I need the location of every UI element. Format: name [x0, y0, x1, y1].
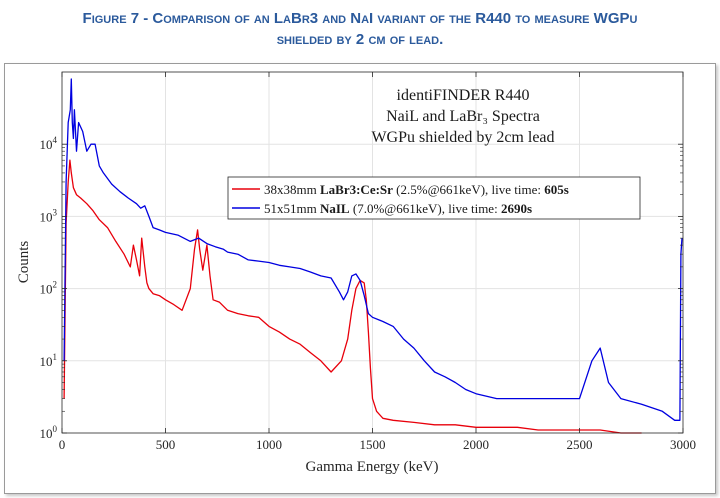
y-tick-label-3: 103	[40, 207, 58, 224]
chart-frame	[4, 63, 716, 494]
y-tick-label-4: 104	[40, 135, 58, 152]
legend-label-nai: 51x51mm NaIL (7.0%@661keV), live time: 2…	[264, 201, 532, 216]
x-tick-label-6: 3000	[670, 437, 696, 452]
legend-nai-size: 51x51mm	[264, 201, 320, 216]
y-tick-label-1: 101	[40, 352, 58, 369]
y-axis-label: Counts	[16, 241, 32, 284]
y-tick-base-2: 10	[40, 282, 53, 297]
series-layer	[63, 78, 683, 434]
grid-layer	[62, 72, 683, 433]
x-tick-label-4: 2000	[463, 437, 489, 452]
figure-caption: Figure 7 - Comparison of an LaBr3 and Na…	[0, 8, 720, 50]
x-tick-label-0: 0	[59, 437, 66, 452]
chart-title-line-1: identiFINDER R440	[397, 87, 530, 104]
legend-nai-details: (7.0%@661keV), live time:	[350, 201, 501, 216]
legend: 38x38mm LaBr3:Ce:Sr (2.5%@661keV), live …	[227, 176, 641, 220]
y-tick-base-4: 10	[40, 137, 53, 152]
x-tick-label-2: 1000	[256, 437, 282, 452]
series-line-labr3-ce-sr	[63, 159, 642, 434]
y-tick-exponent-3: 3	[53, 207, 58, 217]
y-tick-label-0: 100	[40, 424, 58, 441]
chart-title-line-2: NaiL and LaBr₃ Spectra	[386, 108, 540, 125]
chart-title-line-3: WGPu shielded by 2cm lead	[371, 129, 554, 146]
x-tick-label-1: 500	[156, 437, 176, 452]
x-axis-label: Gamma Energy (keV)	[305, 459, 438, 475]
axes-layer	[61, 71, 684, 434]
legend-labr3-details: (2.5%@661keV), live time:	[393, 182, 544, 197]
figure-caption-line-1: Figure 7 - Comparison of an LaBr3 and Na…	[82, 10, 638, 27]
legend-labr3-detector: LaBr3:Ce:Sr	[320, 182, 393, 197]
legend-nai-detector: NaIL	[320, 201, 350, 216]
y-tick-base-3: 10	[40, 209, 53, 224]
legend-box	[227, 176, 641, 220]
y-tick-exponent-1: 1	[53, 352, 58, 362]
series-line-nail	[63, 78, 683, 421]
x-tick-label-5: 2500	[567, 437, 593, 452]
legend-label-labr3: 38x38mm LaBr3:Ce:Sr (2.5%@661keV), live …	[264, 182, 569, 197]
figure-caption-line-2: shielded by 2 cm of lead.	[276, 31, 444, 48]
y-tick-exponent-2: 2	[53, 280, 58, 290]
y-tick-base-1: 10	[40, 354, 53, 369]
y-tick-exponent-0: 0	[53, 424, 58, 434]
y-tick-exponent-4: 4	[53, 135, 58, 145]
chart-title: identiFINDER R440 NaiL and LaBr₃ Spectra…	[371, 87, 554, 146]
y-tick-base-0: 10	[40, 426, 53, 441]
y-tick-label-2: 102	[40, 280, 58, 297]
legend-labr3-size: 38x38mm	[264, 182, 320, 197]
x-tick-label-3: 1500	[360, 437, 386, 452]
legend-nai-time: 2690s	[501, 201, 532, 216]
legend-labr3-time: 605s	[544, 182, 569, 197]
